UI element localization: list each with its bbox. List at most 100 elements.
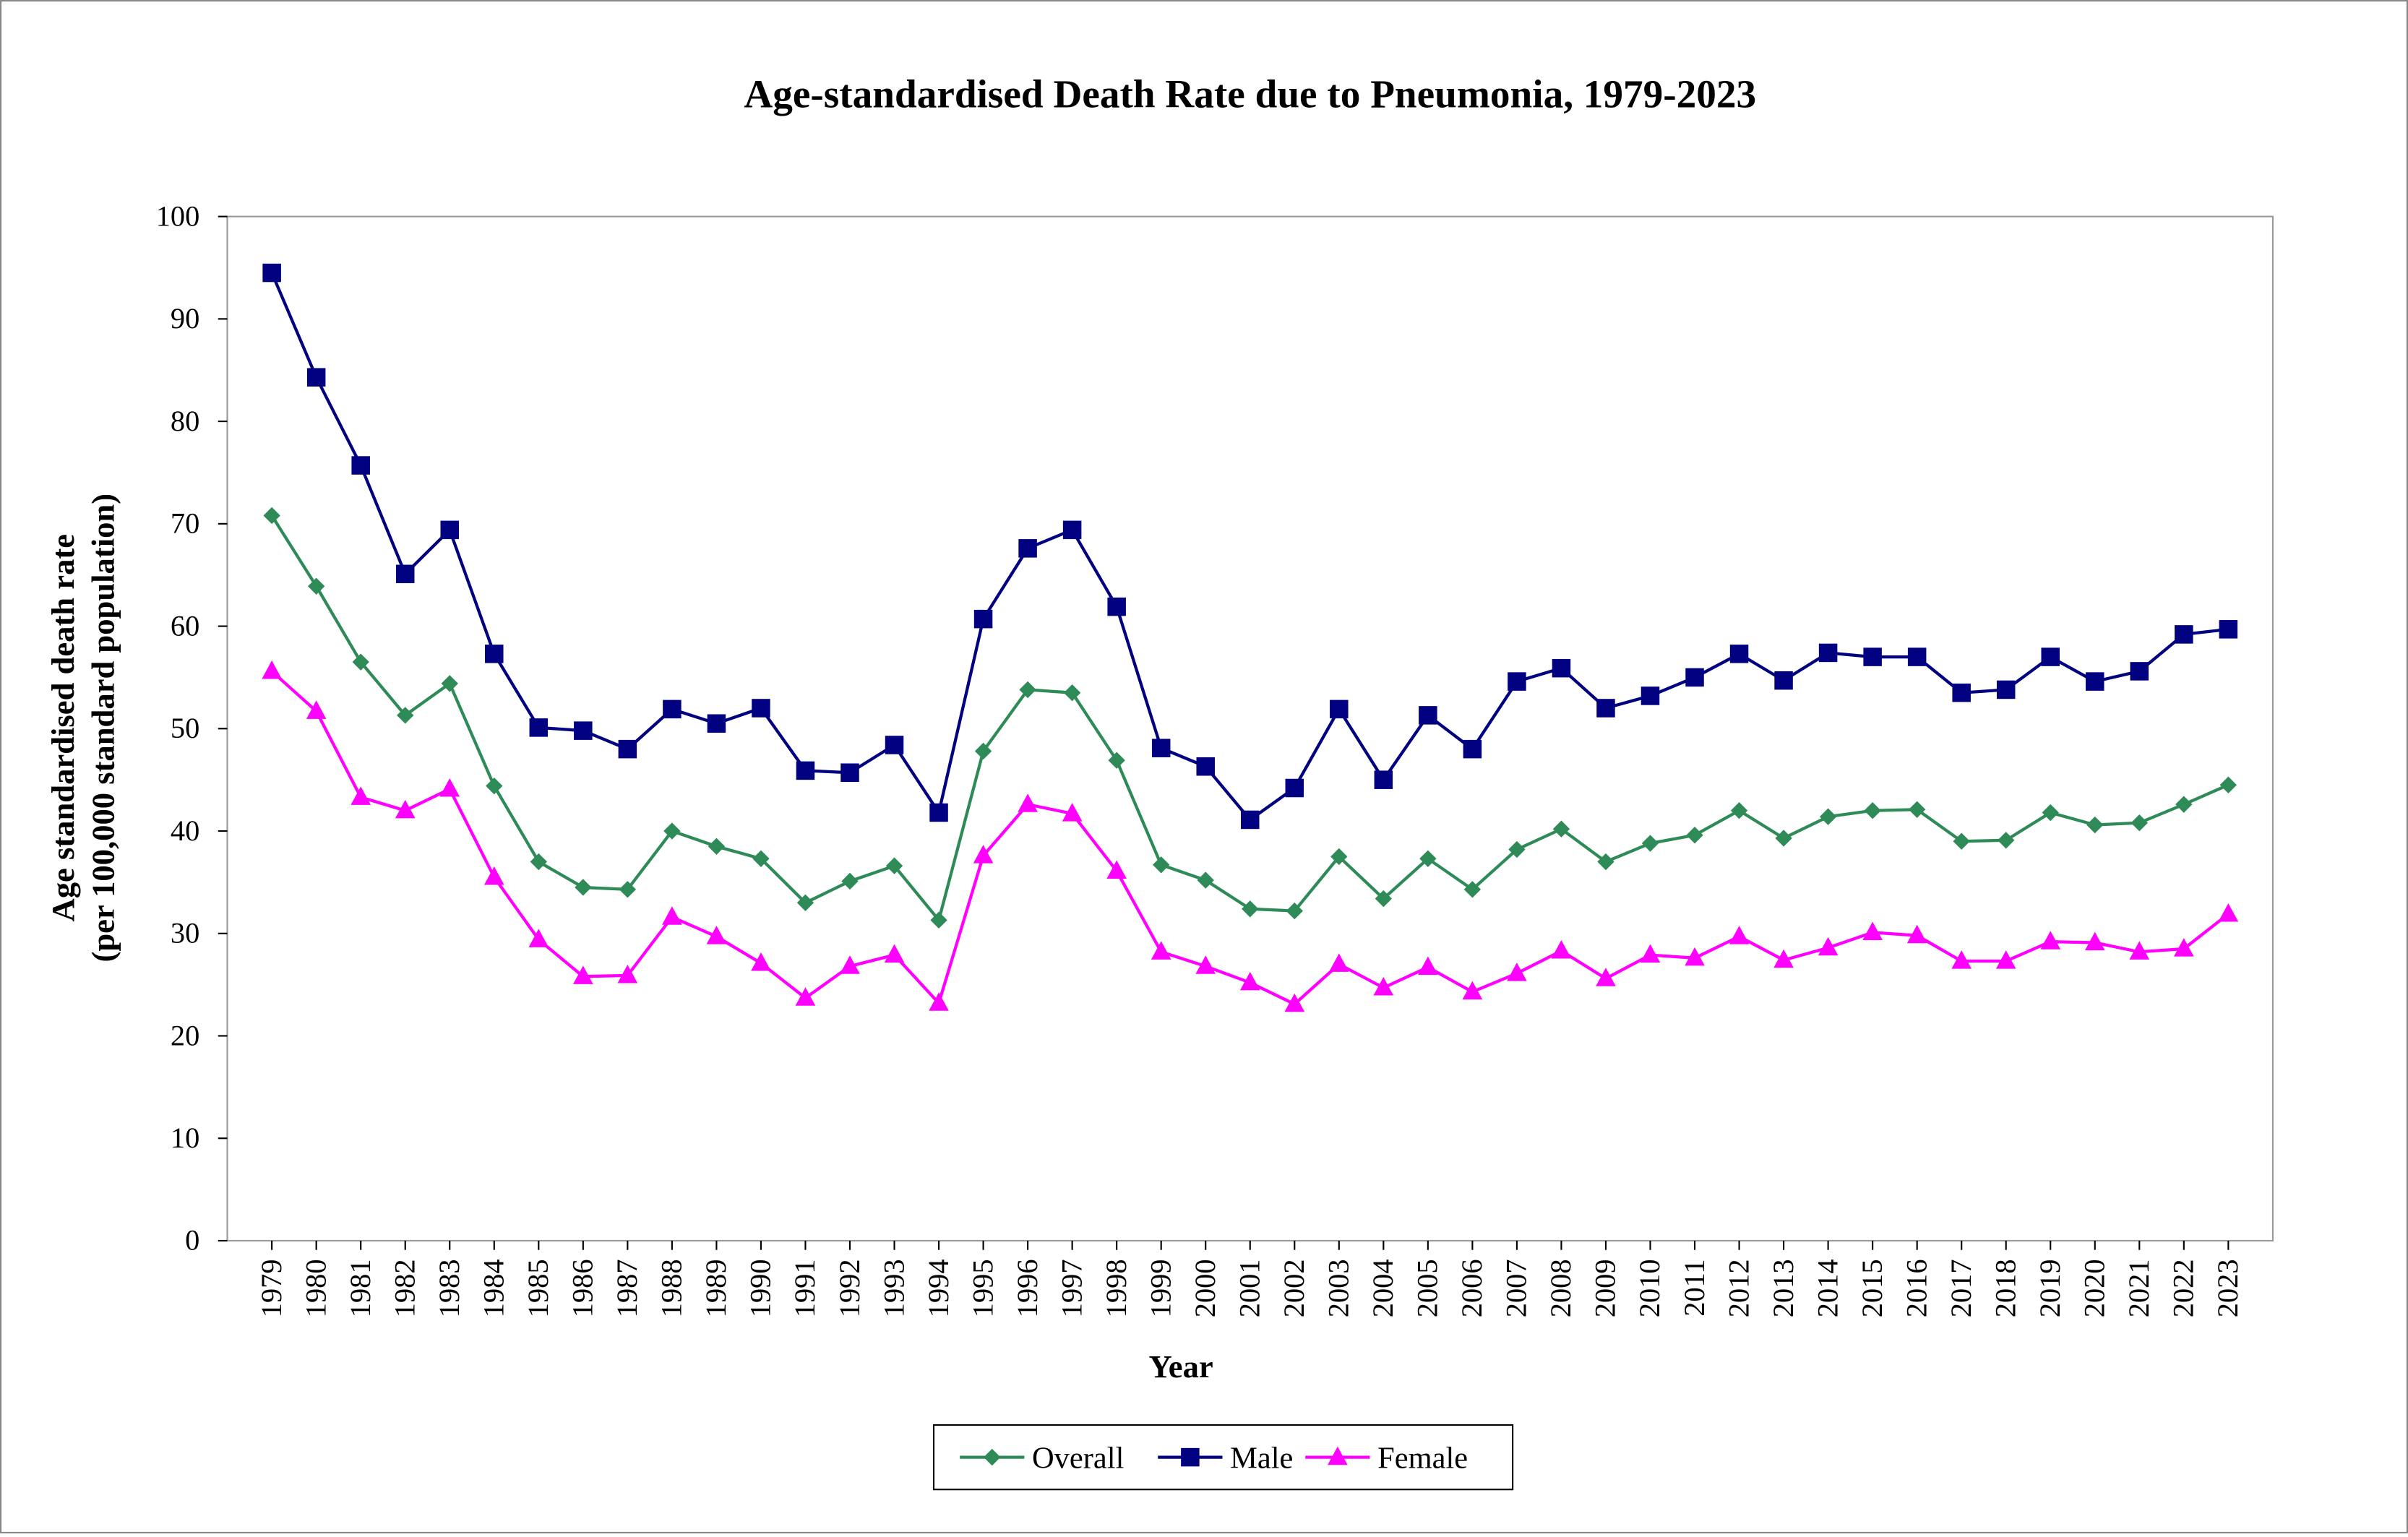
y-axis-title-line2: (per 100,000 standard population)	[85, 494, 121, 963]
data-point-male	[1907, 647, 1927, 666]
x-axis: 1979 1980 1981 1982 1983 1984 1985 1986 1987 1988…	[255, 1240, 2244, 1317]
y-tick-label: 70	[171, 507, 199, 540]
x-tick-label: 1998	[1100, 1259, 1132, 1317]
x-tick-label: 1982	[388, 1259, 421, 1317]
x-tick-label: 2015	[1856, 1259, 1888, 1317]
y-tick-label: 30	[171, 917, 199, 950]
x-tick-label: 2008	[1544, 1259, 1577, 1317]
data-point-male	[1729, 645, 1749, 663]
data-point-female	[439, 778, 460, 797]
x-tick-label: 1992	[833, 1259, 866, 1317]
data-point-overall	[1953, 832, 1970, 850]
data-point-female	[1018, 793, 1038, 812]
x-tick-label: 2003	[1323, 1259, 1355, 1317]
x-tick-label: 2021	[2123, 1259, 2155, 1317]
data-point-male	[1863, 647, 1882, 666]
x-tick-label: 1994	[922, 1259, 955, 1317]
data-point-female	[1462, 981, 1483, 1000]
data-point-male	[707, 714, 726, 733]
data-point-overall	[1419, 850, 1437, 867]
x-tick-label: 2010	[1633, 1259, 1666, 1317]
data-point-overall	[2130, 814, 2148, 832]
x-tick-label: 1990	[744, 1259, 777, 1317]
y-tick-label: 90	[171, 302, 199, 335]
y-tick-label: 20	[171, 1019, 199, 1051]
chart-title: Age-standardised Death Rate due to Pneum…	[744, 72, 1756, 116]
data-point-male	[2041, 647, 2060, 666]
legend-box	[932, 1424, 1514, 1491]
y-tick-label: 0	[185, 1224, 199, 1257]
data-point-female	[617, 965, 638, 983]
x-tick-label: 2019	[2034, 1259, 2066, 1317]
data-point-overall	[1641, 835, 1659, 852]
data-point-female	[1062, 803, 1083, 822]
x-tick-label: 2009	[1589, 1259, 1622, 1317]
data-point-overall	[486, 777, 503, 795]
x-tick-label: 2011	[1678, 1259, 1711, 1316]
data-point-overall	[530, 853, 547, 871]
x-tick-label: 1979	[255, 1259, 288, 1317]
legend-label-female: Female	[1377, 1441, 1468, 1475]
x-tick-label: 2002	[1278, 1259, 1310, 1317]
x-tick-label: 2001	[1233, 1259, 1265, 1317]
data-point-male	[1330, 699, 1349, 719]
x-tick-label: 1985	[522, 1259, 554, 1317]
data-point-male	[2130, 662, 2149, 681]
data-point-female	[795, 987, 816, 1006]
legend: Overall Male Female	[932, 1424, 1514, 1491]
data-point-male	[2086, 672, 2104, 691]
data-point-male	[529, 718, 549, 737]
data-point-female	[351, 786, 371, 805]
data-point-male	[1641, 686, 1660, 705]
x-tick-label: 2007	[1500, 1259, 1533, 1317]
data-point-male	[2175, 625, 2193, 644]
data-point-male	[618, 739, 637, 759]
data-point-overall	[2086, 816, 2104, 834]
data-point-male	[1018, 539, 1037, 558]
data-point-female	[2218, 903, 2239, 922]
data-point-female	[1906, 924, 1927, 944]
data-point-female	[706, 926, 727, 944]
data-point-male	[1952, 683, 1971, 702]
data-point-female	[1507, 963, 1527, 981]
data-point-female	[1640, 944, 1661, 963]
data-point-overall	[1597, 853, 1614, 871]
x-tick-label: 2013	[1767, 1259, 1799, 1317]
data-point-overall	[1730, 802, 1748, 819]
data-point-male	[1240, 810, 1260, 830]
data-point-male	[1463, 739, 1482, 759]
y-tick-label: 50	[171, 712, 199, 744]
x-tick-label: 1980	[299, 1259, 332, 1317]
legend-marker-male	[1181, 1447, 1200, 1467]
x-tick-label: 1986	[567, 1259, 599, 1317]
data-point-female	[2040, 931, 2061, 950]
data-point-overall	[1552, 820, 1570, 838]
data-point-overall	[352, 653, 369, 671]
data-point-female	[751, 952, 771, 971]
data-point-female	[1951, 950, 1972, 969]
data-point-male	[973, 609, 993, 629]
data-point-overall	[397, 707, 414, 724]
data-point-overall	[441, 675, 458, 692]
data-point-female	[395, 799, 416, 819]
y-axis-title-line1: Age standardised death rate	[45, 534, 81, 922]
x-tick-label: 2022	[2167, 1259, 2200, 1317]
data-point-female	[306, 700, 327, 719]
y-tick-label: 60	[171, 609, 199, 642]
data-point-female	[1239, 971, 1260, 991]
data-point-female	[929, 992, 949, 1011]
data-point-male	[1818, 643, 1838, 663]
data-point-overall	[1686, 827, 1703, 844]
x-tick-label: 2023	[2211, 1259, 2244, 1317]
data-point-overall	[752, 850, 770, 867]
data-point-male	[796, 761, 815, 780]
data-point-male	[1151, 739, 1171, 757]
data-point-male	[1419, 706, 1437, 725]
data-point-female	[573, 965, 593, 984]
series-group	[262, 263, 2239, 1012]
data-point-male	[1374, 770, 1393, 789]
series-female	[262, 660, 2239, 1012]
data-point-male	[262, 263, 281, 283]
data-point-male	[395, 564, 415, 584]
